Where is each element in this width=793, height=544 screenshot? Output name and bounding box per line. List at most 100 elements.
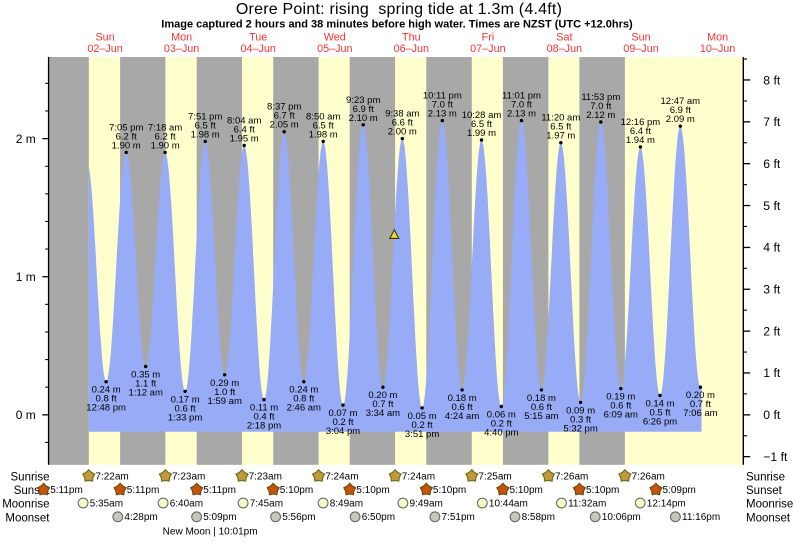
svg-text:0.24 m: 0.24 m	[289, 385, 318, 396]
svg-text:03–Jun: 03–Jun	[164, 43, 199, 55]
svg-text:12:14pm: 12:14pm	[647, 498, 686, 509]
svg-text:Thu: Thu	[402, 32, 421, 44]
svg-text:Moonrise: Moonrise	[746, 499, 793, 511]
svg-text:07–Jun: 07–Jun	[470, 43, 505, 55]
svg-text:11:01 pm: 11:01 pm	[502, 91, 541, 102]
svg-text:5:10pm: 5:10pm	[280, 485, 313, 496]
svg-text:6.5 ft: 6.5 ft	[471, 119, 492, 130]
svg-text:0.09 m: 0.09 m	[566, 405, 595, 416]
svg-text:2.13 m: 2.13 m	[428, 109, 457, 120]
svg-text:0.2 ft: 0.2 ft	[332, 417, 353, 428]
svg-text:0.06 m: 0.06 m	[487, 410, 516, 421]
svg-text:6.5 ft: 6.5 ft	[550, 122, 571, 133]
svg-text:7:26am: 7:26am	[555, 471, 588, 482]
svg-text:08–Jun: 08–Jun	[547, 43, 582, 55]
svg-text:0.20 m: 0.20 m	[686, 390, 715, 401]
svg-text:0.2 ft: 0.2 ft	[412, 420, 433, 431]
svg-text:7:51 pm: 7:51 pm	[188, 111, 222, 122]
svg-text:6.9 ft: 6.9 ft	[353, 104, 374, 115]
svg-text:Sunrise: Sunrise	[746, 472, 785, 484]
svg-text:1.99 m: 1.99 m	[467, 128, 496, 139]
svg-text:7:22am: 7:22am	[95, 471, 128, 482]
svg-text:6.4 ft: 6.4 ft	[234, 125, 255, 136]
svg-text:5:09pm: 5:09pm	[663, 485, 696, 496]
svg-text:0.20 m: 0.20 m	[368, 390, 397, 401]
svg-text:1.98 m: 1.98 m	[191, 129, 220, 140]
svg-text:0.14 m: 0.14 m	[645, 399, 674, 410]
svg-text:05–Jun: 05–Jun	[317, 43, 352, 55]
svg-text:Sun: Sun	[631, 32, 650, 44]
svg-text:6:40am: 6:40am	[170, 498, 203, 509]
svg-text:4:40 pm: 4:40 pm	[484, 428, 518, 439]
svg-text:5:10pm: 5:10pm	[586, 485, 619, 496]
svg-text:11:53 pm: 11:53 pm	[581, 92, 620, 103]
svg-text:1.0 ft: 1.0 ft	[214, 387, 235, 398]
svg-text:8 ft: 8 ft	[763, 73, 781, 87]
svg-text:8:50 am: 8:50 am	[306, 111, 340, 122]
svg-text:3:34 am: 3:34 am	[366, 408, 400, 419]
svg-text:0.5 ft: 0.5 ft	[649, 408, 670, 419]
svg-text:Sunset: Sunset	[746, 485, 783, 497]
svg-text:3:04 pm: 3:04 pm	[326, 426, 360, 437]
svg-text:2.12 m: 2.12 m	[586, 110, 615, 121]
svg-text:4:28pm: 4:28pm	[124, 512, 157, 523]
svg-text:2:46 am: 2:46 am	[287, 403, 321, 414]
svg-text:7:05 pm: 7:05 pm	[109, 122, 143, 133]
svg-text:1.95 m: 1.95 m	[230, 134, 259, 145]
svg-text:2.13 m: 2.13 m	[507, 109, 536, 120]
svg-text:1.97 m: 1.97 m	[546, 131, 575, 142]
svg-text:2 m: 2 m	[16, 132, 36, 146]
svg-text:0.8 ft: 0.8 ft	[96, 394, 117, 405]
svg-text:04–Jun: 04–Jun	[240, 43, 275, 55]
svg-text:6.2 ft: 6.2 ft	[116, 131, 137, 142]
svg-text:5:11pm: 5:11pm	[203, 485, 236, 496]
svg-text:0.35 m: 0.35 m	[131, 370, 160, 381]
svg-text:7.0 ft: 7.0 ft	[511, 100, 532, 111]
svg-text:Image captured 2 hours and 38: Image captured 2 hours and 38 minutes be…	[161, 19, 633, 31]
svg-text:0.19 m: 0.19 m	[606, 392, 635, 403]
svg-text:7.0 ft: 7.0 ft	[590, 101, 611, 112]
svg-text:4 ft: 4 ft	[763, 241, 781, 255]
svg-text:5:32 pm: 5:32 pm	[563, 423, 597, 434]
svg-text:7:24am: 7:24am	[325, 471, 358, 482]
svg-text:6.4 ft: 6.4 ft	[630, 126, 651, 137]
svg-text:10:11 pm: 10:11 pm	[423, 91, 462, 102]
svg-text:11:16pm: 11:16pm	[682, 512, 720, 523]
svg-text:6.7 ft: 6.7 ft	[274, 111, 295, 122]
svg-text:Fri: Fri	[482, 32, 495, 44]
svg-text:5:10pm: 5:10pm	[356, 485, 389, 496]
svg-text:10:44am: 10:44am	[489, 498, 528, 509]
svg-text:3 ft: 3 ft	[763, 283, 781, 297]
svg-text:Sat: Sat	[556, 32, 572, 44]
svg-text:7:18 am: 7:18 am	[148, 122, 182, 133]
svg-text:12:16 pm: 12:16 pm	[621, 117, 661, 128]
svg-text:6:50pm: 6:50pm	[362, 512, 395, 523]
svg-text:7:06 am: 7:06 am	[683, 408, 717, 419]
svg-text:5:15 am: 5:15 am	[524, 411, 558, 422]
svg-text:1.90 m: 1.90 m	[151, 140, 180, 151]
svg-text:0 m: 0 m	[16, 408, 36, 422]
svg-text:1 m: 1 m	[16, 270, 36, 284]
svg-text:10:28 am: 10:28 am	[462, 110, 502, 121]
svg-text:8:49am: 8:49am	[330, 498, 363, 509]
svg-text:Orere Point: rising spring ti: Orere Point: rising spring tide at 1.3m …	[236, 1, 562, 18]
svg-text:Moonrise: Moonrise	[2, 499, 49, 511]
svg-text:0.18 m: 0.18 m	[448, 393, 477, 404]
svg-text:Wed: Wed	[324, 32, 346, 44]
svg-text:7:26am: 7:26am	[632, 471, 665, 482]
svg-text:7:45am: 7:45am	[250, 498, 283, 509]
svg-text:0.18 m: 0.18 m	[527, 393, 556, 404]
svg-text:5:10pm: 5:10pm	[433, 485, 466, 496]
svg-text:0.4 ft: 0.4 ft	[253, 412, 274, 423]
svg-text:6.2 ft: 6.2 ft	[155, 131, 176, 142]
svg-text:6:26 pm: 6:26 pm	[643, 417, 677, 428]
svg-text:5:35am: 5:35am	[90, 498, 123, 509]
svg-text:0.24 m: 0.24 m	[92, 385, 121, 396]
svg-text:1.94 m: 1.94 m	[626, 135, 655, 146]
svg-text:0.29 m: 0.29 m	[210, 378, 239, 389]
svg-text:7:24am: 7:24am	[402, 471, 435, 482]
svg-text:Mon: Mon	[171, 32, 192, 44]
svg-text:4:24 am: 4:24 am	[445, 411, 479, 422]
svg-text:2.09 m: 2.09 m	[666, 114, 695, 125]
svg-text:0.05 m: 0.05 m	[408, 411, 437, 422]
